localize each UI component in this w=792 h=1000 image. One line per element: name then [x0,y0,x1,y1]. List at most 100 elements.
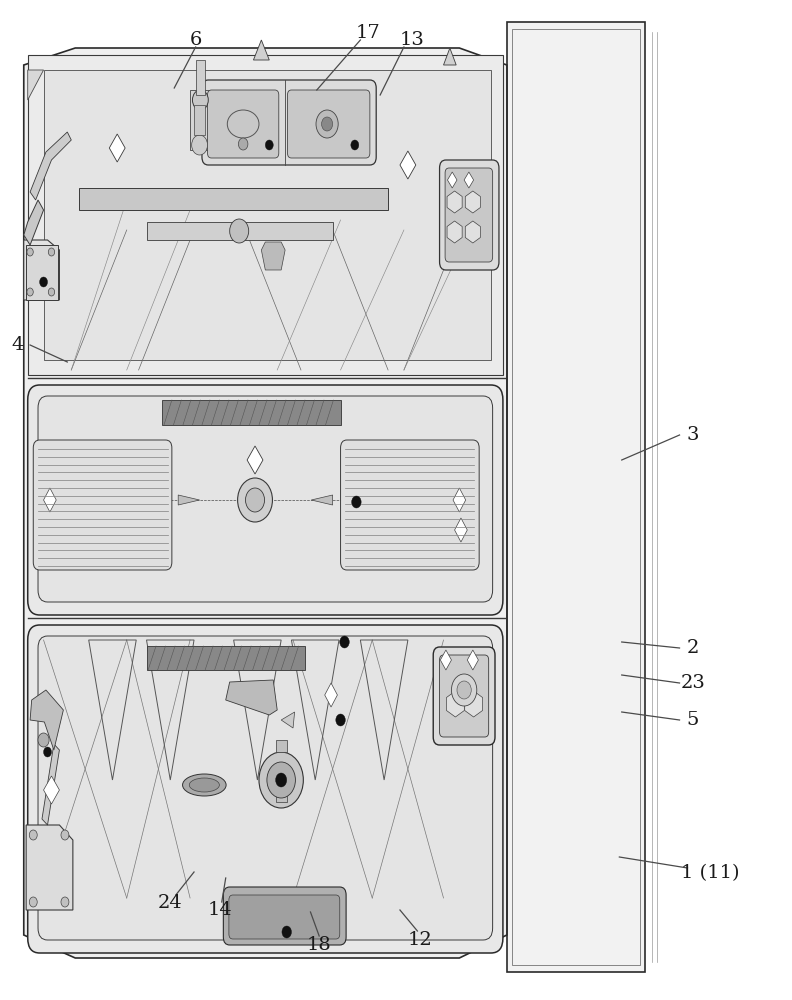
Polygon shape [253,40,269,60]
Polygon shape [178,495,200,505]
Polygon shape [28,55,503,375]
Text: 3: 3 [687,426,699,444]
Polygon shape [42,744,59,825]
Bar [79,188,388,210]
Circle shape [230,219,249,243]
Text: 23: 23 [680,674,706,692]
Circle shape [276,773,287,787]
Circle shape [40,277,48,287]
Text: 17: 17 [356,24,381,42]
FancyBboxPatch shape [229,895,340,939]
Polygon shape [281,712,295,728]
Circle shape [246,488,265,512]
Bar [196,60,205,95]
Polygon shape [400,151,416,179]
Circle shape [61,897,69,907]
Circle shape [48,248,55,256]
Text: 24: 24 [158,894,183,912]
Bar [190,90,210,150]
Polygon shape [30,132,71,200]
Polygon shape [261,242,285,270]
Circle shape [238,138,248,150]
FancyBboxPatch shape [28,625,503,953]
Ellipse shape [183,774,227,796]
Polygon shape [24,240,59,300]
Circle shape [48,288,55,296]
Text: 4: 4 [11,336,24,354]
Circle shape [351,140,359,150]
FancyBboxPatch shape [208,90,279,158]
Polygon shape [24,48,507,958]
Circle shape [451,674,477,706]
Text: 2: 2 [687,639,699,657]
Circle shape [29,897,37,907]
Bar [512,29,640,965]
Circle shape [322,117,333,131]
Circle shape [238,478,272,522]
Polygon shape [453,488,466,512]
Polygon shape [447,172,457,188]
Circle shape [27,288,33,296]
Polygon shape [109,134,125,162]
Circle shape [457,681,471,699]
Polygon shape [440,650,451,670]
Bar [276,792,287,802]
Bar [194,105,205,135]
Circle shape [259,752,303,808]
Circle shape [38,733,49,747]
Polygon shape [226,680,277,715]
FancyBboxPatch shape [445,168,493,262]
Polygon shape [28,70,44,100]
Text: 5: 5 [687,711,699,729]
Bar [147,646,305,670]
Text: 18: 18 [307,936,332,954]
FancyBboxPatch shape [202,80,376,165]
Text: 6: 6 [189,31,202,49]
Polygon shape [464,172,474,188]
Polygon shape [30,690,63,750]
FancyBboxPatch shape [433,647,495,745]
Circle shape [192,90,208,110]
Circle shape [27,248,33,256]
FancyBboxPatch shape [287,90,370,158]
Text: 13: 13 [399,31,425,49]
Polygon shape [247,446,263,474]
Circle shape [192,135,208,155]
Bar [26,245,58,300]
Polygon shape [26,825,73,910]
Circle shape [336,714,345,726]
Bar [276,740,287,752]
Bar [162,400,341,425]
Bar [507,22,645,972]
Text: 1 (11): 1 (11) [681,864,740,882]
Circle shape [340,636,349,648]
Polygon shape [44,70,491,360]
FancyBboxPatch shape [38,636,493,940]
FancyBboxPatch shape [341,440,479,570]
FancyBboxPatch shape [440,160,499,270]
FancyBboxPatch shape [33,440,172,570]
Polygon shape [467,650,478,670]
Polygon shape [455,518,467,542]
Ellipse shape [189,778,219,792]
FancyBboxPatch shape [440,655,489,737]
Polygon shape [44,488,56,512]
Circle shape [61,830,69,840]
Circle shape [44,747,51,757]
Text: 14: 14 [208,901,233,919]
Circle shape [267,762,295,798]
Polygon shape [147,222,333,240]
FancyBboxPatch shape [223,887,346,945]
Polygon shape [24,200,44,245]
Polygon shape [44,776,59,804]
FancyBboxPatch shape [28,385,503,615]
Polygon shape [311,495,333,505]
Circle shape [29,830,37,840]
Circle shape [282,926,291,938]
FancyBboxPatch shape [38,396,493,602]
Circle shape [265,140,273,150]
Circle shape [316,110,338,138]
Text: 12: 12 [407,931,432,949]
Polygon shape [444,48,456,65]
Polygon shape [325,683,337,707]
